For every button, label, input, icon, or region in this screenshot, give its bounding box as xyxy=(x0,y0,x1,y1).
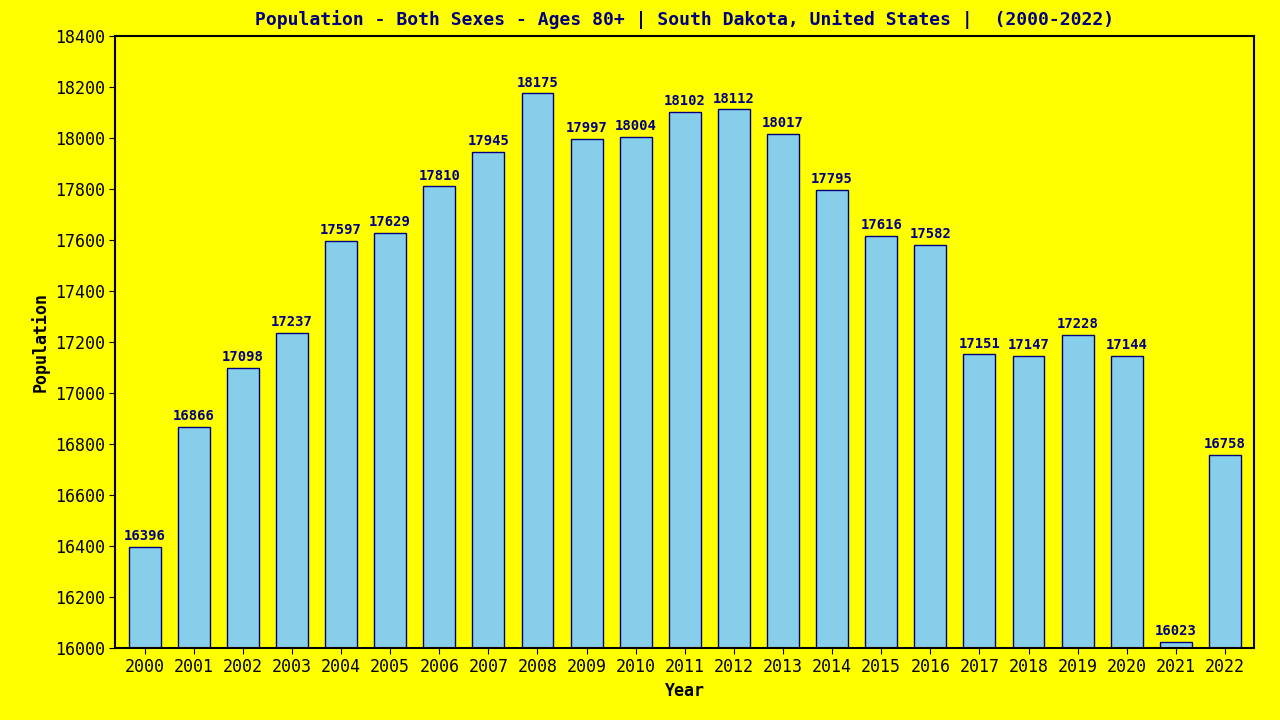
Bar xyxy=(472,152,504,648)
Bar xyxy=(669,112,700,648)
Bar xyxy=(521,94,553,648)
Text: 16023: 16023 xyxy=(1155,624,1197,639)
Text: 17228: 17228 xyxy=(1057,317,1098,331)
Bar xyxy=(571,139,603,648)
Text: 17597: 17597 xyxy=(320,223,362,237)
Text: 17945: 17945 xyxy=(467,134,509,148)
Bar xyxy=(718,109,750,648)
Text: 17795: 17795 xyxy=(812,173,852,186)
Bar xyxy=(1210,455,1240,648)
Bar xyxy=(129,547,160,648)
Bar xyxy=(914,245,946,648)
Bar xyxy=(964,354,996,648)
Text: 17098: 17098 xyxy=(221,350,264,364)
Bar xyxy=(227,368,259,648)
Text: 17147: 17147 xyxy=(1007,338,1050,351)
Bar xyxy=(1012,356,1044,648)
Y-axis label: Population: Population xyxy=(31,292,49,392)
Bar xyxy=(178,427,210,648)
Bar xyxy=(817,190,849,648)
Bar xyxy=(1160,642,1192,648)
Text: 16866: 16866 xyxy=(173,410,215,423)
Text: 18102: 18102 xyxy=(664,94,705,108)
Bar xyxy=(1061,335,1093,648)
Text: 17997: 17997 xyxy=(566,121,608,135)
Text: 18017: 18017 xyxy=(762,116,804,130)
Bar xyxy=(374,233,406,648)
Text: 17810: 17810 xyxy=(419,168,461,183)
Text: 17582: 17582 xyxy=(909,227,951,240)
Text: 17151: 17151 xyxy=(959,337,1001,351)
X-axis label: Year: Year xyxy=(664,682,705,700)
Text: 17629: 17629 xyxy=(369,215,411,229)
Text: 18112: 18112 xyxy=(713,91,755,106)
Text: 17237: 17237 xyxy=(271,315,312,329)
Text: 16758: 16758 xyxy=(1204,437,1245,451)
Text: 18175: 18175 xyxy=(517,76,558,89)
Title: Population - Both Sexes - Ages 80+ | South Dakota, United States |  (2000-2022): Population - Both Sexes - Ages 80+ | Sou… xyxy=(255,10,1115,29)
Bar xyxy=(865,236,897,648)
Bar xyxy=(1111,356,1143,648)
Text: 18004: 18004 xyxy=(614,119,657,133)
Bar xyxy=(325,240,357,648)
Bar xyxy=(767,134,799,648)
Text: 16396: 16396 xyxy=(124,529,165,543)
Bar xyxy=(424,186,456,648)
Text: 17616: 17616 xyxy=(860,218,902,232)
Text: 17144: 17144 xyxy=(1106,338,1148,353)
Bar xyxy=(276,333,308,648)
Bar xyxy=(620,137,652,648)
